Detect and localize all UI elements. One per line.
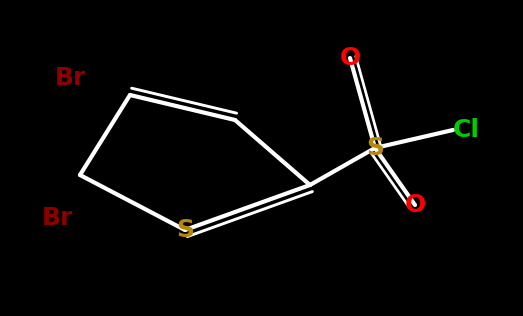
Text: O: O xyxy=(404,193,426,217)
Text: S: S xyxy=(176,218,194,242)
Text: O: O xyxy=(339,46,361,70)
Text: Br: Br xyxy=(42,206,73,230)
Text: S: S xyxy=(366,136,384,160)
Text: Cl: Cl xyxy=(453,118,480,142)
Text: Br: Br xyxy=(55,66,86,90)
